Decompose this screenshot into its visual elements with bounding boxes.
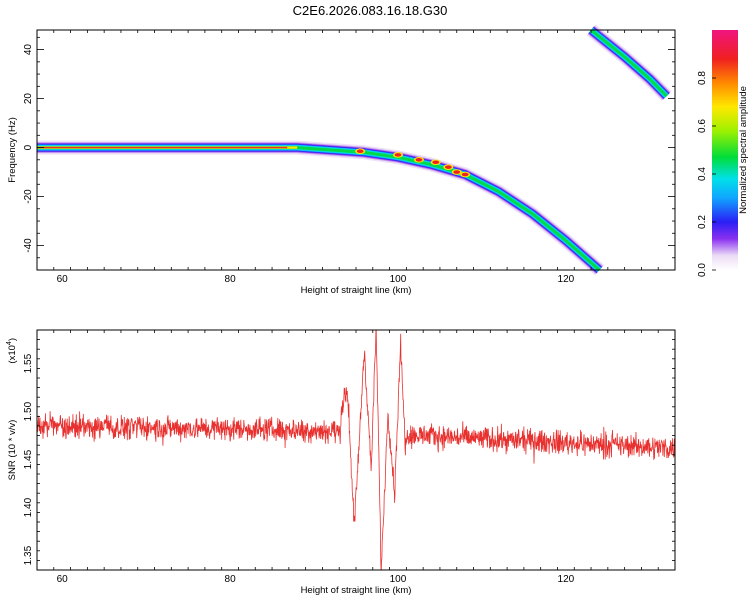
snr-x-tick-label: 120 (558, 574, 575, 585)
spectrogram-peaks (355, 148, 471, 178)
figure-title: C2E6.2026.083.16.18.G30 (293, 3, 448, 18)
colorbar-label: Normalized spectral amplitude (738, 86, 749, 214)
snr-x-axis: 60 80 100 120 (36, 330, 676, 585)
spectrogram-peak (453, 170, 461, 174)
colorbar: 0.0 0.2 0.4 0.6 0.8 Normalized spectral ampl… (697, 30, 749, 277)
colorbar-ticks: 0.0 0.2 0.4 0.6 0.8 (697, 71, 716, 277)
spectrogram-peak (394, 153, 402, 157)
snr-y-label: SNR (10 * v/v) (7, 420, 18, 481)
colorbar-tick-label: 0.6 (697, 119, 708, 133)
spectrogram-x-tick-label: 80 (225, 274, 237, 285)
colorbar-tick-label: 0.0 (697, 263, 708, 277)
aliased-trace-layer (590, 28, 668, 98)
spectrogram-x-tick-label: 60 (57, 274, 69, 285)
snr-y-tick-label: 1.35 (23, 545, 34, 565)
spectrogram-y-tick-label: 20 (23, 93, 34, 105)
snr-series-line (37, 330, 675, 570)
snr-y-tick-label: 1.45 (23, 449, 34, 469)
snr-y-tick-label: 1.50 (23, 401, 34, 421)
spectrogram-peak (444, 165, 452, 169)
snr-y-scale: (x104) (6, 338, 18, 364)
spectrogram-y-tick-label: 40 (23, 44, 34, 56)
spectrogram-traces (37, 24, 672, 276)
spectrogram-y-tick-label: -20 (23, 189, 34, 204)
spectrogram-x-axis: 60 80 100 120 (36, 30, 676, 285)
spectrogram-peak (432, 160, 440, 165)
spectrogram-y-axis: -40 -20 0 20 40 (23, 36, 675, 271)
spectrogram-x-tick-label: 100 (390, 274, 407, 285)
snr-x-tick-label: 80 (225, 574, 237, 585)
spectrogram-x-label: Height of straight line (km) (301, 285, 412, 296)
colorbar-tick-label: 0.2 (697, 215, 708, 229)
snr-panel: 60 80 100 120 1.35 1.40 1.45 1.50 1.55 Height o… (6, 329, 676, 596)
colorbar-tick-label: 0.4 (697, 167, 708, 181)
spectrogram-y-tick-label: 0 (23, 144, 34, 150)
snr-y-tick-label: 1.55 (23, 353, 34, 373)
colorbar-gradient (712, 30, 738, 270)
snr-y-axis: 1.35 1.40 1.45 1.50 1.55 (23, 329, 675, 571)
colorbar-tick-label: 0.8 (697, 71, 708, 85)
snr-background (37, 330, 675, 570)
main-trace-layer (37, 146, 601, 272)
spectrogram-peak (461, 172, 469, 177)
spectrogram-peak (356, 149, 364, 154)
snr-x-tick-label: 100 (390, 574, 407, 585)
spectrogram-peak (415, 157, 423, 162)
spectrogram-y-label: Frequency (Hz) (7, 117, 18, 182)
spectrogram-x-tick-label: 120 (558, 274, 575, 285)
spectrogram-panel: 60 80 100 120 -40 -20 0 20 40 Height of straigh… (7, 24, 676, 296)
snr-x-tick-label: 60 (57, 574, 69, 585)
spectrogram-y-tick-label: -40 (23, 238, 34, 253)
snr-x-label: Height of straight line (km) (301, 585, 412, 596)
snr-y-tick-label: 1.40 (23, 497, 34, 517)
